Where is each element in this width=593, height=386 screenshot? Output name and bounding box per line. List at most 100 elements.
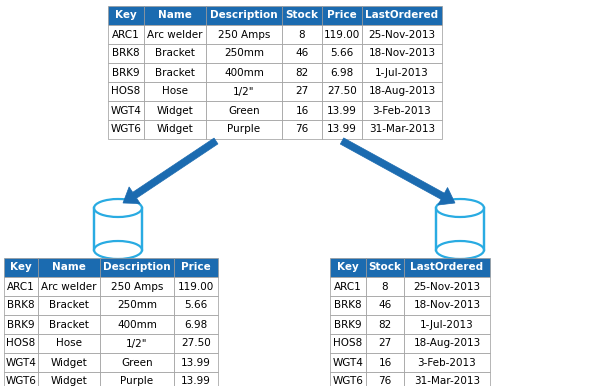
Bar [366, 353, 404, 372]
Bar [108, 25, 144, 44]
Bar [108, 44, 144, 63]
Text: 27: 27 [378, 339, 391, 349]
Bar [174, 353, 218, 372]
Bar [366, 372, 404, 386]
Text: BRK9: BRK9 [334, 320, 362, 330]
Text: 18-Aug-2013: 18-Aug-2013 [368, 86, 436, 96]
Text: BRK9: BRK9 [112, 68, 140, 78]
Bar [436, 208, 484, 250]
Text: 31-Mar-2013: 31-Mar-2013 [414, 376, 480, 386]
Bar [362, 63, 442, 82]
Text: 27.50: 27.50 [327, 86, 357, 96]
Bar [100, 372, 174, 386]
Bar [362, 25, 442, 44]
Bar [174, 277, 218, 296]
Text: Name: Name [158, 10, 192, 20]
Text: Key: Key [337, 262, 359, 273]
Text: 13.99: 13.99 [181, 376, 211, 386]
Bar [330, 315, 366, 334]
Text: WGT4: WGT4 [333, 357, 364, 367]
Text: 1-Jul-2013: 1-Jul-2013 [420, 320, 474, 330]
Text: 18-Nov-2013: 18-Nov-2013 [413, 300, 480, 310]
Text: 400mm: 400mm [117, 320, 157, 330]
Bar [322, 25, 362, 44]
Bar [174, 296, 218, 315]
Text: 1/2": 1/2" [233, 86, 255, 96]
Text: 5.66: 5.66 [184, 300, 208, 310]
Bar [174, 334, 218, 353]
Text: 3-Feb-2013: 3-Feb-2013 [417, 357, 476, 367]
Text: 25-Nov-2013: 25-Nov-2013 [368, 29, 436, 39]
Bar [108, 63, 144, 82]
Text: Hose: Hose [162, 86, 188, 96]
Text: HOS8: HOS8 [333, 339, 363, 349]
Text: Widget: Widget [50, 357, 87, 367]
Bar [206, 25, 282, 44]
Bar [4, 277, 38, 296]
Bar [108, 82, 144, 101]
Bar [330, 372, 366, 386]
Text: 119.00: 119.00 [178, 281, 214, 291]
Text: Name: Name [52, 262, 86, 273]
Bar [38, 334, 100, 353]
Bar [4, 258, 38, 277]
Bar [404, 372, 490, 386]
Bar [174, 372, 218, 386]
Text: 6.98: 6.98 [330, 68, 353, 78]
Bar [38, 372, 100, 386]
Bar [322, 120, 362, 139]
Bar [404, 315, 490, 334]
Bar [366, 315, 404, 334]
Text: ARC1: ARC1 [334, 281, 362, 291]
Bar [404, 258, 490, 277]
Bar [108, 6, 144, 25]
Text: 46: 46 [295, 49, 308, 59]
Bar [362, 120, 442, 139]
Bar [206, 82, 282, 101]
Bar [282, 63, 322, 82]
Bar [38, 258, 100, 277]
Text: Arc welder: Arc welder [42, 281, 97, 291]
Bar [282, 82, 322, 101]
Ellipse shape [94, 199, 142, 217]
Text: WGT4: WGT4 [110, 105, 142, 115]
Text: 31-Mar-2013: 31-Mar-2013 [369, 125, 435, 134]
Text: HOS8: HOS8 [7, 339, 36, 349]
Text: 16: 16 [378, 357, 391, 367]
Bar [206, 101, 282, 120]
Bar [4, 296, 38, 315]
Bar [362, 82, 442, 101]
Text: Bracket: Bracket [155, 49, 195, 59]
Bar [144, 101, 206, 120]
Text: LastOrdered: LastOrdered [365, 10, 439, 20]
Text: 16: 16 [295, 105, 308, 115]
Bar [404, 296, 490, 315]
Text: Hose: Hose [56, 339, 82, 349]
Text: Stock: Stock [285, 10, 318, 20]
Text: 82: 82 [378, 320, 391, 330]
Text: 119.00: 119.00 [324, 29, 360, 39]
Text: 400mm: 400mm [224, 68, 264, 78]
Bar [404, 353, 490, 372]
Text: LastOrdered: LastOrdered [410, 262, 483, 273]
Bar [100, 258, 174, 277]
Bar [144, 44, 206, 63]
Text: 6.98: 6.98 [184, 320, 208, 330]
Polygon shape [340, 138, 455, 205]
Bar [4, 334, 38, 353]
Text: 1-Jul-2013: 1-Jul-2013 [375, 68, 429, 78]
Text: 250mm: 250mm [224, 49, 264, 59]
Bar [404, 277, 490, 296]
Bar [108, 120, 144, 139]
Text: 76: 76 [295, 125, 308, 134]
Bar [322, 63, 362, 82]
Text: 18-Nov-2013: 18-Nov-2013 [368, 49, 436, 59]
Bar [108, 101, 144, 120]
Bar [362, 101, 442, 120]
Text: 5.66: 5.66 [330, 49, 353, 59]
Text: WGT6: WGT6 [5, 376, 36, 386]
Text: 13.99: 13.99 [327, 105, 357, 115]
Bar [38, 315, 100, 334]
Bar [100, 334, 174, 353]
Bar [330, 277, 366, 296]
